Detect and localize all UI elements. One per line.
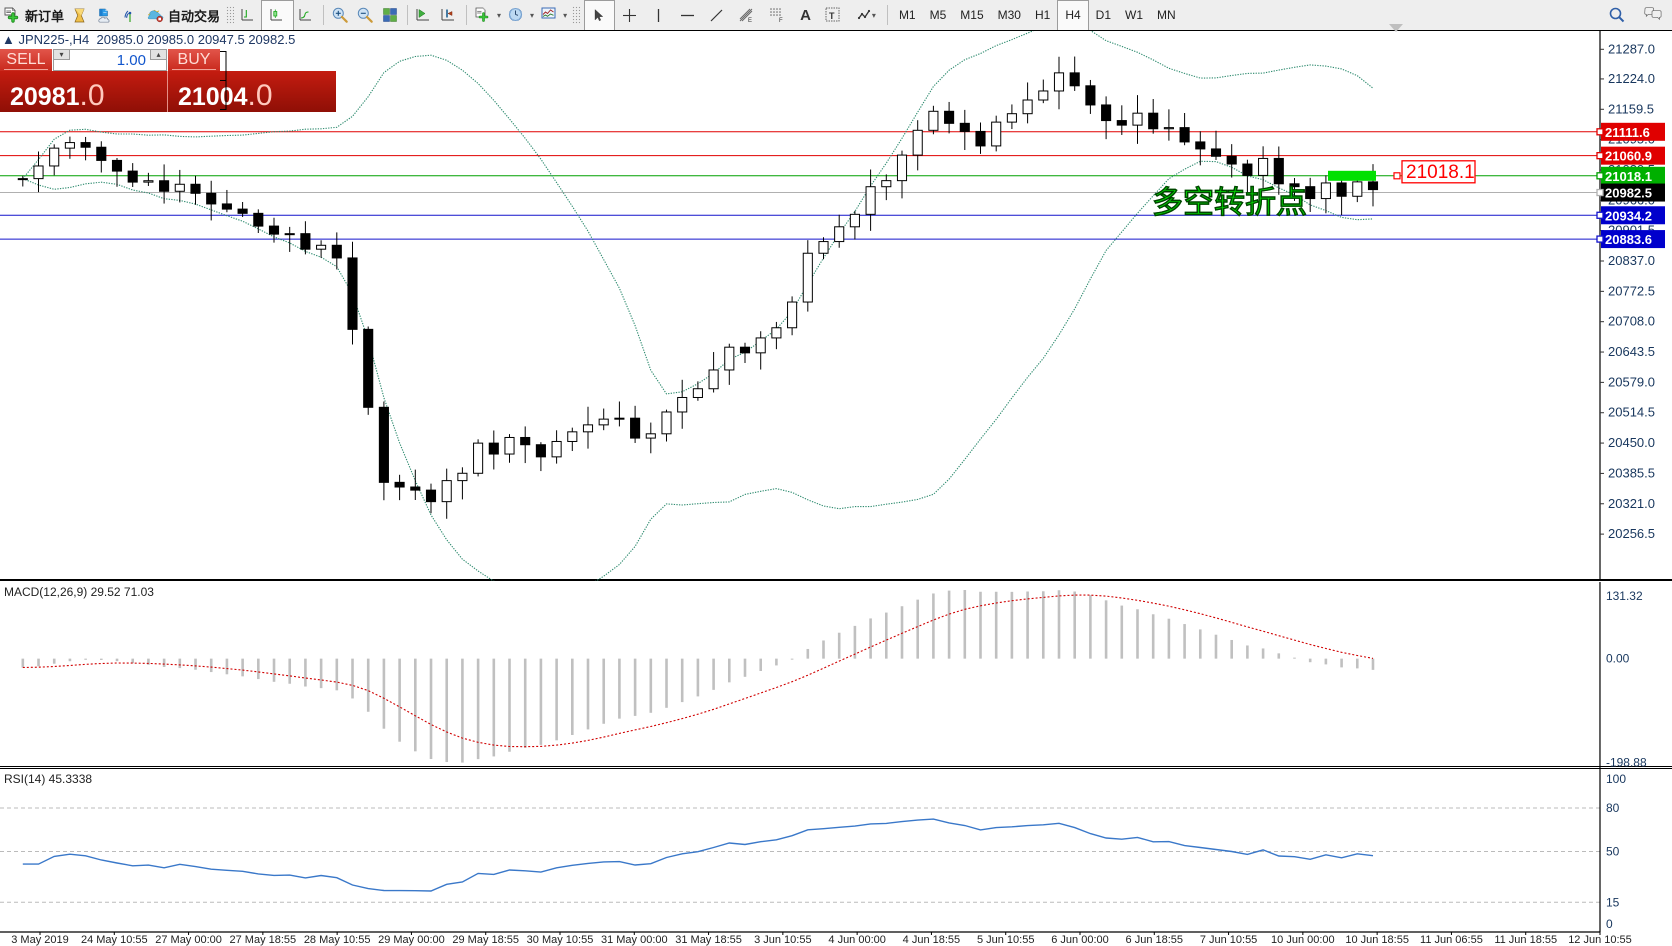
svg-text:20579.0: 20579.0: [1608, 374, 1655, 389]
svg-text:21060.9: 21060.9: [1605, 149, 1652, 164]
svg-text:多空转折点: 多空转折点: [1152, 185, 1307, 220]
svg-text:20385.5: 20385.5: [1608, 465, 1655, 480]
svg-text:80: 80: [1606, 801, 1620, 815]
svg-text:RSI(14) 45.3338: RSI(14) 45.3338: [4, 772, 92, 786]
svg-text:6 Jun 00:00: 6 Jun 00:00: [1051, 934, 1109, 946]
svg-text:F: F: [779, 18, 783, 24]
svg-text:12 Jun 10:55: 12 Jun 10:55: [1568, 934, 1632, 946]
svg-text:30 May 10:55: 30 May 10:55: [527, 934, 594, 946]
svg-text:20321.0: 20321.0: [1608, 496, 1655, 511]
svg-text:11 Jun 18:55: 11 Jun 18:55: [1494, 934, 1557, 946]
svg-text:20708.0: 20708.0: [1608, 314, 1655, 329]
svg-text:100: 100: [1606, 772, 1626, 786]
svg-text:31 May 18:55: 31 May 18:55: [675, 934, 742, 946]
svg-text:11 Jun 06:55: 11 Jun 06:55: [1420, 934, 1483, 946]
svg-text:20450.0: 20450.0: [1608, 435, 1655, 450]
svg-text:20256.5: 20256.5: [1608, 526, 1655, 541]
svg-text:15: 15: [1606, 895, 1620, 909]
svg-text:20514.5: 20514.5: [1608, 405, 1655, 420]
svg-text:29 May 00:00: 29 May 00:00: [378, 934, 445, 946]
svg-text:21018.1: 21018.1: [1605, 169, 1652, 184]
svg-text:21287.0: 21287.0: [1608, 41, 1655, 56]
svg-text:27 May 18:55: 27 May 18:55: [230, 934, 297, 946]
svg-text:10 Jun 18:55: 10 Jun 18:55: [1345, 934, 1409, 946]
svg-text:7 Jun 10:55: 7 Jun 10:55: [1200, 934, 1258, 946]
svg-text:3 Jun 10:55: 3 Jun 10:55: [754, 934, 812, 946]
svg-text:31 May 00:00: 31 May 00:00: [601, 934, 668, 946]
svg-text:50: 50: [1606, 845, 1620, 859]
svg-text:4 Jun 00:00: 4 Jun 00:00: [828, 934, 886, 946]
svg-text:20837.0: 20837.0: [1608, 253, 1655, 268]
svg-text:0: 0: [1606, 917, 1613, 931]
svg-text:10 Jun 00:00: 10 Jun 00:00: [1271, 934, 1335, 946]
svg-text:131.32: 131.32: [1606, 589, 1643, 603]
svg-text:21018.1: 21018.1: [1406, 162, 1475, 183]
svg-text:MACD(12,26,9) 29.52 71.03: MACD(12,26,9) 29.52 71.03: [4, 585, 154, 599]
svg-text:6 Jun 18:55: 6 Jun 18:55: [1126, 934, 1184, 946]
svg-text:4 Jun 18:55: 4 Jun 18:55: [903, 934, 961, 946]
svg-text:20643.5: 20643.5: [1608, 344, 1655, 359]
svg-text:3 May 2019: 3 May 2019: [11, 934, 68, 946]
svg-text:28 May 10:55: 28 May 10:55: [304, 934, 371, 946]
svg-text:20772.5: 20772.5: [1608, 283, 1655, 298]
svg-text:20883.6: 20883.6: [1605, 232, 1652, 247]
svg-text:21159.5: 21159.5: [1608, 101, 1654, 116]
svg-text:21224.0: 21224.0: [1608, 71, 1655, 86]
svg-text:24 May 10:55: 24 May 10:55: [81, 934, 148, 946]
svg-text:29 May 18:55: 29 May 18:55: [452, 934, 519, 946]
svg-text:20934.2: 20934.2: [1605, 208, 1652, 223]
svg-text:27 May 00:00: 27 May 00:00: [155, 934, 222, 946]
svg-text:-198.88: -198.88: [1606, 756, 1647, 769]
svg-text:5 Jun 10:55: 5 Jun 10:55: [977, 934, 1035, 946]
svg-text:0.00: 0.00: [1606, 652, 1630, 666]
svg-text:21111.6: 21111.6: [1605, 125, 1650, 140]
svg-text:E: E: [748, 18, 752, 24]
svg-text:20982.5: 20982.5: [1605, 186, 1652, 201]
svg-text:T: T: [829, 11, 835, 21]
